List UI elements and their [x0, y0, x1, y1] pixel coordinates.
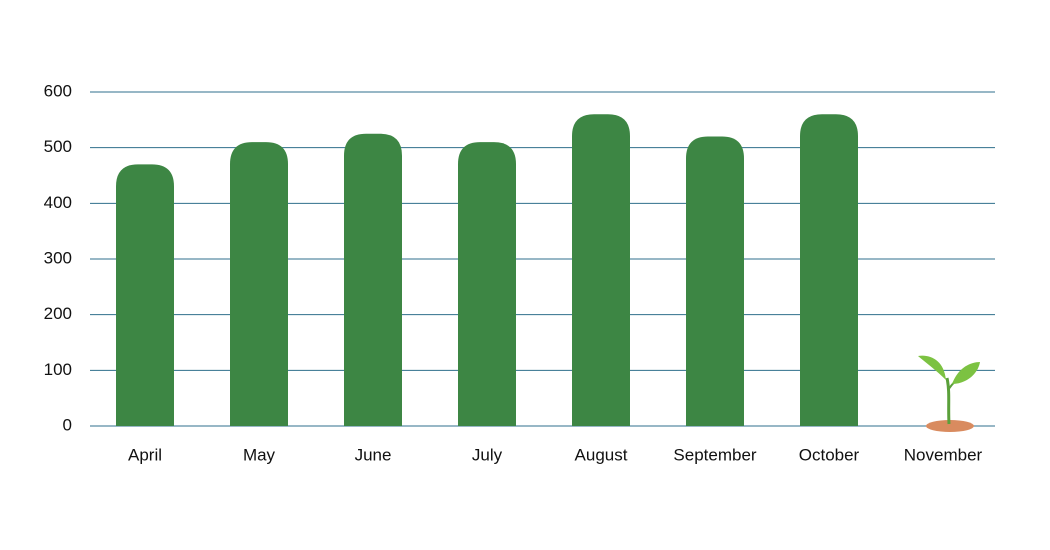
x-tick-label: April [128, 445, 162, 464]
y-tick-label: 500 [44, 137, 72, 156]
sprout-icon [918, 355, 980, 432]
x-tick-label: July [472, 445, 503, 464]
bar [116, 164, 174, 426]
y-tick-label: 100 [44, 360, 72, 379]
bar [458, 142, 516, 426]
x-tick-label: November [904, 445, 983, 464]
bar [572, 114, 630, 427]
y-tick-label: 200 [44, 304, 72, 323]
y-tick-label: 0 [63, 415, 72, 434]
y-tick-label: 600 [44, 81, 72, 100]
x-tick-label: May [243, 445, 276, 464]
bar [686, 136, 744, 427]
x-tick-label: October [799, 445, 860, 464]
bar [230, 142, 288, 426]
y-tick-label: 300 [44, 248, 72, 267]
x-tick-label: June [355, 445, 392, 464]
x-tick-label: September [673, 445, 756, 464]
y-tick-label: 400 [44, 193, 72, 212]
bar [344, 133, 402, 426]
bar [800, 114, 858, 427]
x-tick-label: August [575, 445, 628, 464]
